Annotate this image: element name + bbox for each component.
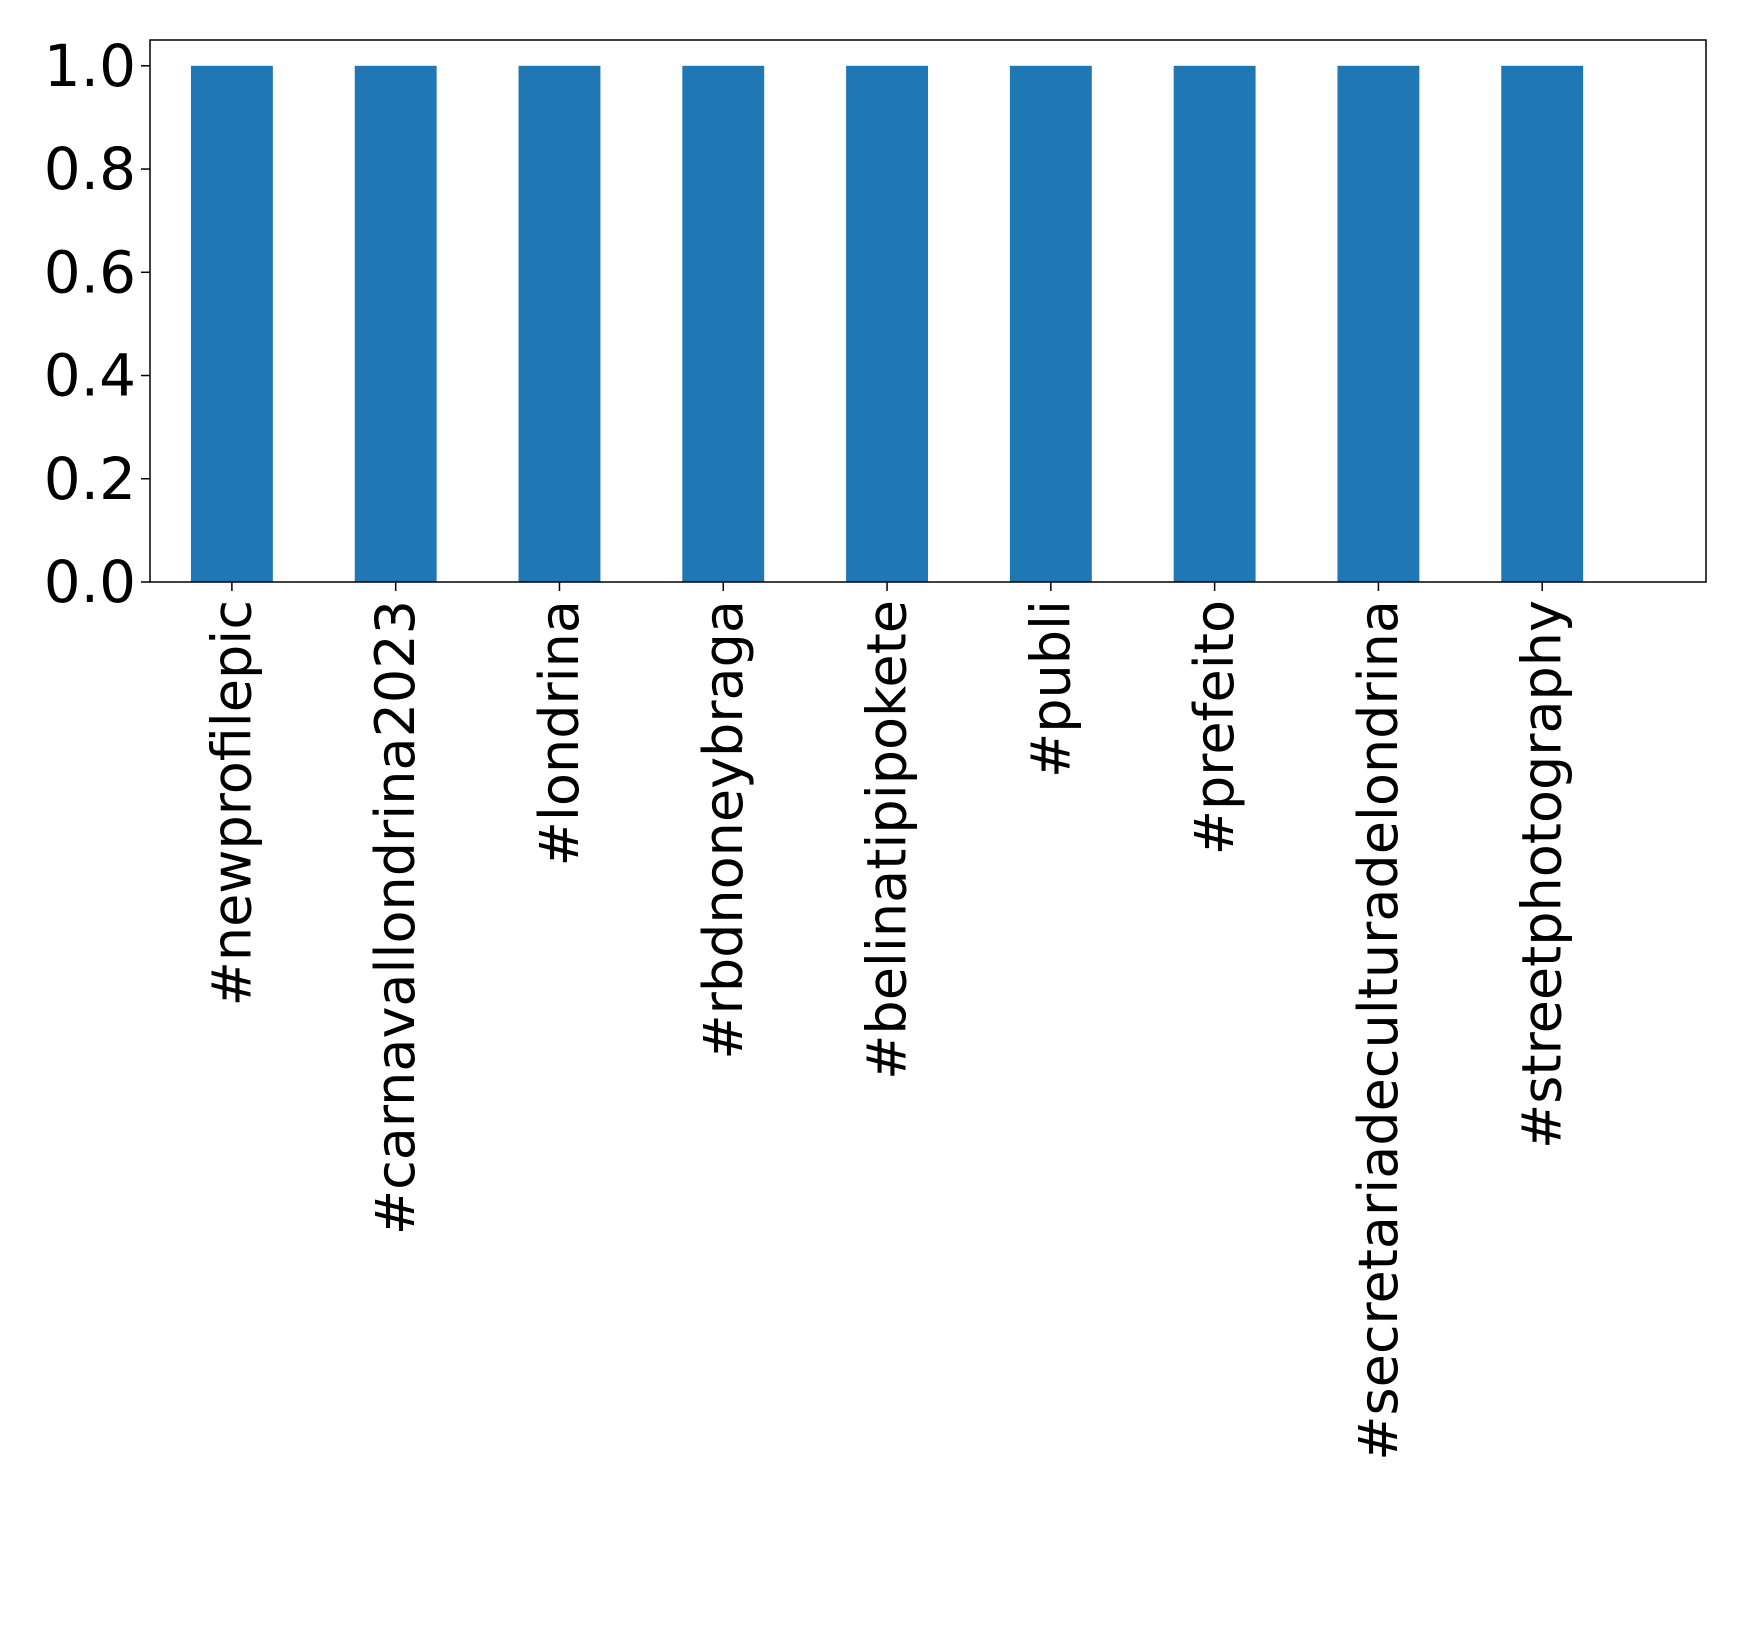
y-tick-label: 0.4	[44, 342, 136, 410]
x-tick-label: #newprofilepic	[200, 600, 263, 1006]
x-tick-label: #publi	[1019, 600, 1082, 778]
x-tick-label: #prefeito	[1183, 600, 1246, 855]
x-axis: #newprofilepic #carnavallondrina2023 #lond…	[200, 582, 1574, 1461]
bar-streetphotography	[1501, 65, 1584, 583]
y-tick-label: 0.6	[44, 238, 136, 306]
x-tick-label: #belinatipipokete	[856, 600, 919, 1080]
bar-prefeito	[1173, 65, 1256, 583]
y-axis: 0.0 0.2 0.4 0.6 0.8 1.0	[44, 32, 150, 616]
x-tick-label: #streetphotography	[1511, 600, 1574, 1149]
x-tick-label: #londrina	[528, 600, 591, 866]
y-tick-label: 0.2	[44, 445, 136, 513]
bar-londrina	[518, 65, 601, 583]
bar-publi	[1009, 65, 1092, 583]
y-tick-label: 0.0	[44, 548, 136, 616]
y-tick-label: 1.0	[44, 32, 136, 100]
bar-belinatipipokete	[846, 65, 928, 583]
x-tick-label: #secretariadeculturadelondrina	[1347, 600, 1410, 1461]
y-tick-label: 0.8	[44, 135, 136, 203]
bar-rbdnoneybraga	[682, 65, 765, 583]
bars-layer	[190, 65, 1584, 583]
x-tick-label: #carnavallondrina2023	[364, 600, 427, 1235]
x-tick-label: #rbdnoneybraga	[692, 600, 755, 1060]
bar-newprofilepic	[190, 65, 273, 583]
plot-frame	[149, 39, 1707, 583]
bar-carnavallondrina2023	[354, 65, 437, 583]
bar-secretariadeculturadelondrina	[1337, 65, 1420, 583]
